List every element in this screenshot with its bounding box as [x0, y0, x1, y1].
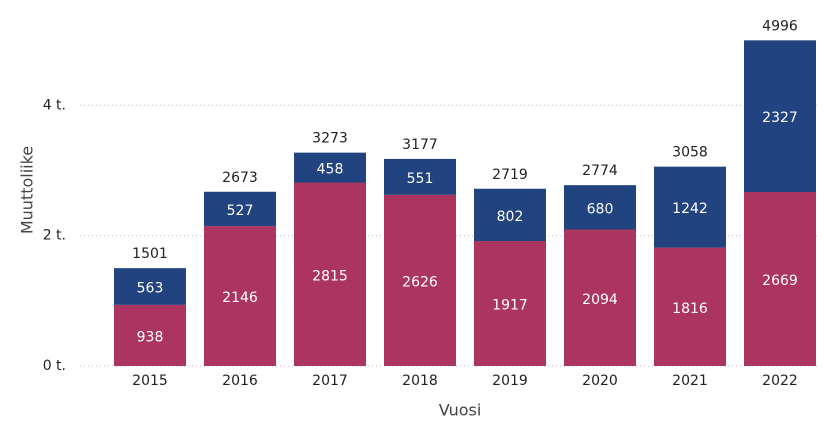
data-label: 2669: [762, 273, 798, 289]
bar-segment: [744, 192, 816, 366]
data-label: 527: [227, 203, 254, 219]
bar-segment: [744, 40, 816, 193]
data-label: 1816: [672, 301, 708, 317]
bar-segment: [204, 191, 276, 227]
total-label: 2774: [582, 163, 618, 179]
x-tick-label: 2022: [762, 373, 798, 389]
data-label: 563: [137, 281, 164, 297]
bar-segment: [204, 226, 276, 366]
y-tick-label: 0 t.: [43, 358, 66, 374]
bar-segment: [654, 166, 726, 248]
total-label: 3058: [672, 145, 708, 161]
bar-segment: [384, 194, 456, 366]
bar-segment: [384, 158, 456, 195]
total-label: 3273: [312, 131, 348, 147]
data-label: 1242: [672, 201, 708, 217]
x-tick-label: 2020: [582, 373, 618, 389]
data-label: 2327: [762, 110, 798, 126]
bar-segment: [294, 152, 366, 183]
bar-segment: [474, 241, 546, 366]
data-label: 2815: [312, 268, 348, 284]
data-label: 802: [497, 209, 524, 225]
data-label: 1917: [492, 298, 528, 314]
total-label: 4996: [762, 18, 798, 34]
x-tick-label: 2018: [402, 373, 438, 389]
bar-segment: [114, 268, 186, 305]
x-tick-label: 2021: [672, 373, 708, 389]
data-label: 938: [137, 329, 164, 345]
y-tick-label: 4 t.: [43, 97, 66, 113]
total-label: 3177: [402, 137, 438, 153]
total-label: 2719: [492, 167, 528, 183]
bar-segment: [654, 247, 726, 366]
x-tick-label: 2015: [132, 373, 168, 389]
data-label: 2094: [582, 292, 618, 308]
total-label: 1501: [132, 246, 168, 262]
bar-segment: [474, 188, 546, 242]
data-label: 2626: [402, 274, 438, 290]
bar-segment: [564, 229, 636, 366]
data-label: 680: [587, 201, 614, 217]
data-label: 458: [317, 162, 344, 178]
x-tick-label: 2019: [492, 373, 528, 389]
data-label: 551: [407, 171, 434, 187]
x-tick-label: 2017: [312, 373, 348, 389]
bar-segment: [294, 182, 366, 366]
bar-segment: [114, 304, 186, 366]
bar-segment: [564, 185, 636, 230]
y-axis-title: Muuttoliike: [18, 146, 37, 234]
x-axis-title: Vuosi: [439, 401, 482, 420]
y-tick-label: 2 t.: [43, 228, 66, 244]
data-label: 2146: [222, 290, 258, 306]
total-label: 2673: [222, 170, 258, 186]
x-tick-label: 2016: [222, 373, 258, 389]
